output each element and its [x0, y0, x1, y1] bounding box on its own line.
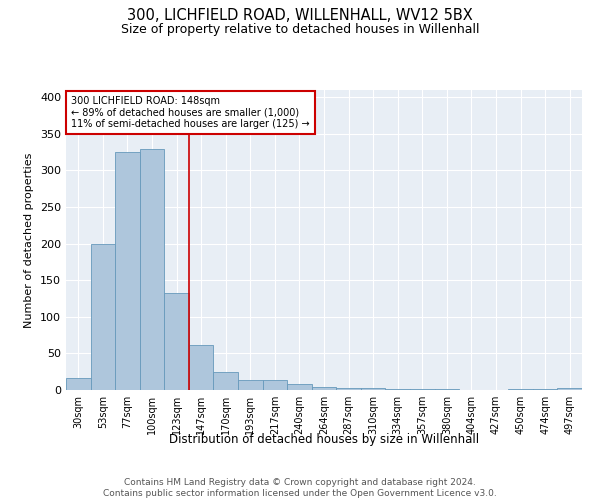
Bar — [91, 244, 115, 390]
Bar — [312, 387, 336, 390]
Bar — [508, 388, 533, 390]
Text: Contains HM Land Registry data © Crown copyright and database right 2024.
Contai: Contains HM Land Registry data © Crown c… — [103, 478, 497, 498]
Text: Size of property relative to detached houses in Willenhall: Size of property relative to detached ho… — [121, 22, 479, 36]
Bar — [361, 388, 385, 390]
Bar — [557, 388, 582, 390]
Bar — [263, 380, 287, 390]
Bar — [214, 372, 238, 390]
Bar — [336, 388, 361, 390]
Y-axis label: Number of detached properties: Number of detached properties — [25, 152, 34, 328]
Bar — [189, 344, 214, 390]
Bar — [140, 148, 164, 390]
Bar — [164, 294, 189, 390]
Bar — [385, 388, 410, 390]
Text: 300 LICHFIELD ROAD: 148sqm
← 89% of detached houses are smaller (1,000)
11% of s: 300 LICHFIELD ROAD: 148sqm ← 89% of deta… — [71, 96, 310, 129]
Bar — [410, 388, 434, 390]
Bar — [238, 380, 263, 390]
Bar — [287, 384, 312, 390]
Text: 300, LICHFIELD ROAD, WILLENHALL, WV12 5BX: 300, LICHFIELD ROAD, WILLENHALL, WV12 5B… — [127, 8, 473, 22]
Bar — [66, 378, 91, 390]
Text: Distribution of detached houses by size in Willenhall: Distribution of detached houses by size … — [169, 432, 479, 446]
Bar — [115, 152, 140, 390]
